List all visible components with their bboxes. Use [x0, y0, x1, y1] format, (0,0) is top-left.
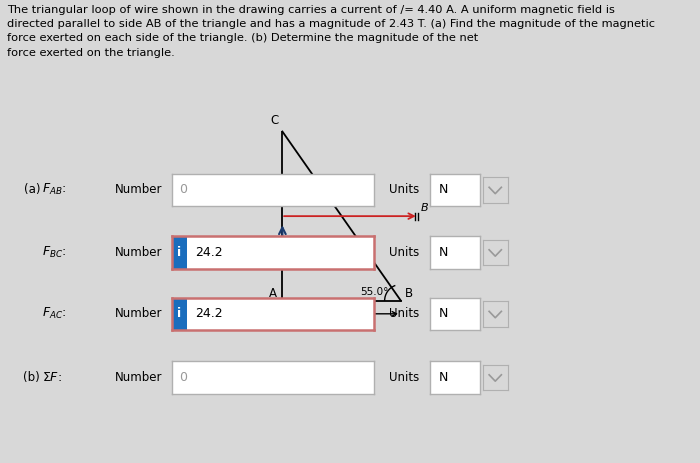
- Text: Number: Number: [115, 371, 162, 384]
- Text: Units: Units: [389, 307, 419, 320]
- Text: C: C: [271, 114, 279, 127]
- Text: 0: 0: [180, 371, 188, 384]
- Text: i: i: [177, 307, 181, 320]
- Text: 0: 0: [180, 183, 188, 196]
- Text: 55.0°: 55.0°: [360, 287, 389, 297]
- Text: (a): (a): [24, 183, 40, 196]
- Text: 2.00 m: 2.00 m: [323, 321, 360, 331]
- Text: The triangular loop of wire shown in the drawing carries a current of /= 4.40 A.: The triangular loop of wire shown in the…: [7, 5, 655, 58]
- Text: A: A: [269, 287, 276, 300]
- Text: $F_{BC}$:: $F_{BC}$:: [42, 245, 66, 260]
- Text: Units: Units: [389, 371, 419, 384]
- Text: N: N: [439, 307, 448, 320]
- Text: Number: Number: [115, 246, 162, 259]
- Text: Number: Number: [115, 307, 162, 320]
- Text: Units: Units: [389, 246, 419, 259]
- Text: N: N: [439, 183, 448, 196]
- Text: i: i: [177, 246, 181, 259]
- Text: Number: Number: [115, 183, 162, 196]
- Text: (b): (b): [23, 371, 40, 384]
- Text: $F_{AC}$:: $F_{AC}$:: [42, 307, 66, 321]
- Text: B: B: [405, 287, 413, 300]
- Text: B: B: [421, 203, 428, 213]
- Text: Units: Units: [389, 183, 419, 196]
- Bar: [172, 236, 187, 269]
- Text: 24.2: 24.2: [195, 246, 223, 259]
- Text: N: N: [439, 246, 448, 259]
- Text: $F_{AB}$:: $F_{AB}$:: [42, 182, 66, 197]
- Text: N: N: [439, 371, 448, 384]
- Text: $\Sigma F$:: $\Sigma F$:: [42, 371, 62, 384]
- Bar: [172, 298, 187, 330]
- Text: 24.2: 24.2: [195, 307, 223, 320]
